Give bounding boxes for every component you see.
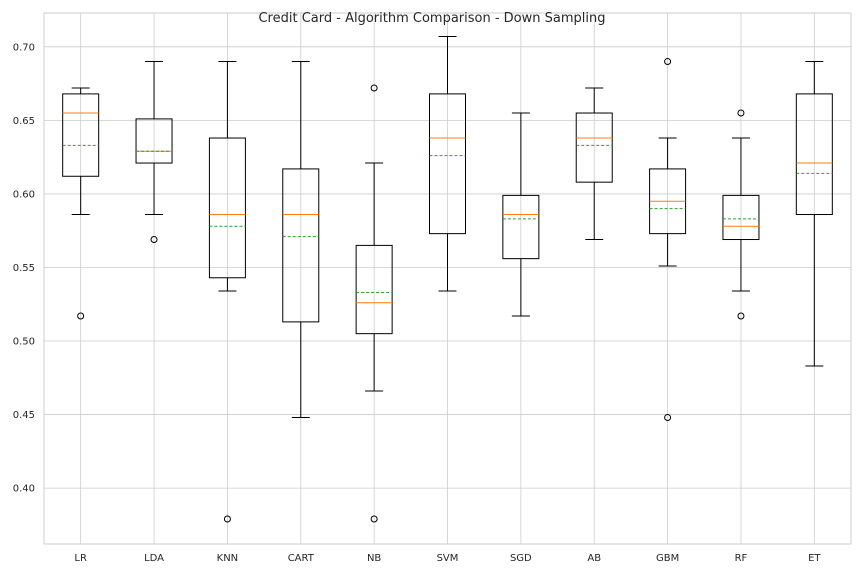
chart-title: Credit Card - Algorithm Comparison - Dow…	[258, 11, 605, 26]
y-tick-labels: 0.40 0.45 0.50 0.55 0.60 0.65 0.70	[13, 42, 35, 494]
y-tick-label: 0.65	[13, 116, 35, 127]
box-gbm	[649, 58, 687, 422]
outlier-point	[737, 109, 745, 117]
outlier-point	[77, 312, 85, 320]
x-tick-label: NB	[367, 553, 381, 564]
y-tick-label: 0.45	[13, 410, 35, 421]
x-tick-label: SVM	[437, 553, 459, 564]
iqr-box	[62, 93, 100, 177]
outlier-point	[664, 58, 672, 66]
outlier-point	[370, 515, 378, 523]
y-tick-label: 0.40	[13, 484, 35, 495]
iqr-box	[208, 137, 246, 279]
iqr-box	[355, 244, 393, 335]
iqr-box	[502, 194, 540, 260]
outlier-point	[223, 515, 231, 523]
box-cart	[282, 61, 320, 419]
y-tick-label: 0.50	[13, 337, 35, 348]
iqr-box	[282, 168, 320, 323]
box-knn	[208, 61, 246, 523]
box-rf	[722, 109, 760, 320]
x-tick-labels: LR LDA KNN CART NB SVM SGD AB GBM RF ET	[74, 553, 821, 564]
iqr-box	[429, 93, 466, 235]
axes-frame	[43, 12, 852, 545]
outlier-point	[664, 414, 672, 422]
iqr-box	[795, 93, 833, 216]
plot-frame	[43, 12, 852, 545]
box-nb	[355, 84, 393, 523]
box-et	[795, 61, 833, 367]
x-tick-label: LDA	[144, 553, 164, 564]
y-tick-label: 0.55	[13, 263, 35, 274]
box-ab	[575, 87, 613, 241]
outlier-point	[370, 84, 378, 92]
y-tick-label: 0.60	[13, 189, 35, 200]
x-tick-label: LR	[74, 553, 87, 564]
x-tick-label: SGD	[510, 553, 532, 564]
boxes	[62, 36, 833, 523]
y-tick-label: 0.70	[13, 42, 35, 53]
x-tick-label: ET	[808, 553, 821, 564]
box-lda	[135, 61, 173, 244]
outlier-point	[150, 236, 158, 244]
x-tick-label: CART	[288, 553, 315, 564]
outlier-point	[737, 312, 745, 320]
iqr-box	[135, 118, 173, 164]
x-tick-label: AB	[587, 553, 601, 564]
iqr-box	[722, 194, 760, 241]
box-lr	[62, 87, 100, 320]
box-svm	[429, 36, 466, 292]
iqr-box	[575, 112, 613, 183]
x-tick-label: KNN	[217, 553, 239, 564]
x-tick-label: RF	[735, 553, 748, 564]
box-sgd	[502, 112, 540, 317]
x-tick-label: GBM	[656, 553, 679, 564]
